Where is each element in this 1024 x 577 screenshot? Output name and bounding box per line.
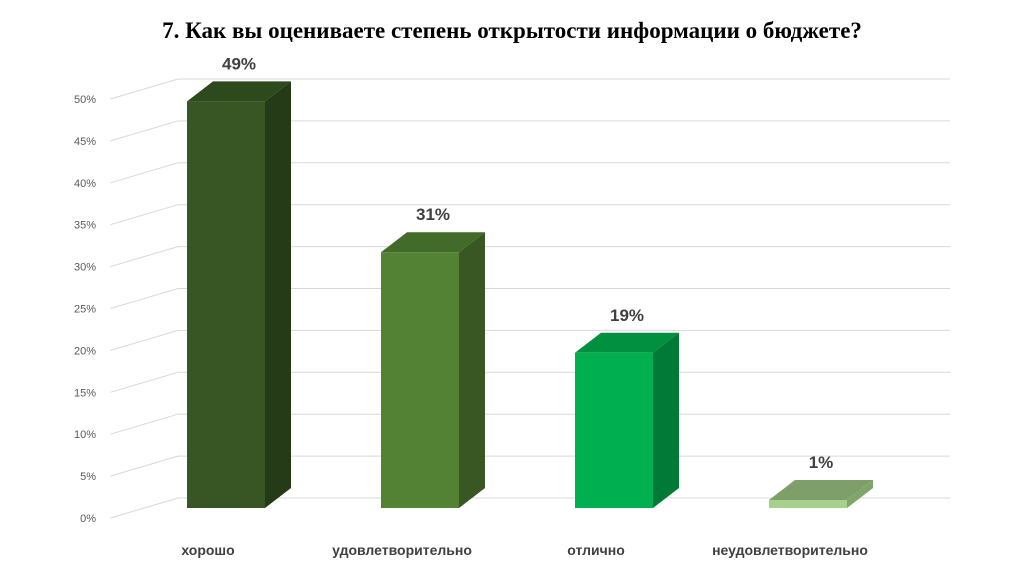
bar-front: [769, 500, 847, 508]
gridline-diagonal: [110, 371, 179, 393]
gridline-diagonal: [110, 78, 179, 100]
bar-side: [265, 81, 291, 508]
bar-front: [381, 252, 459, 508]
gridlines: [110, 78, 950, 519]
gridline-diagonal: [110, 204, 179, 226]
bar-3: [575, 332, 679, 508]
y-tick-label: 30%: [74, 262, 96, 274]
bar-front: [187, 101, 265, 508]
bar-front: [575, 352, 653, 508]
y-tick-label: 5%: [80, 471, 96, 483]
gridline-diagonal: [110, 162, 179, 184]
gridline-diagonal: [110, 120, 179, 142]
y-tick-label: 20%: [74, 345, 96, 357]
bar-top: [381, 232, 485, 253]
y-tick-label: 35%: [74, 220, 96, 232]
data-label: 19%: [610, 306, 644, 325]
y-tick-label: 15%: [74, 387, 96, 399]
chart-title: 7. Как вы оцениваете степень открытости …: [162, 18, 862, 43]
bar-1: [187, 81, 291, 508]
bar-4: [769, 480, 873, 508]
category-label: неудовлетворительно: [712, 542, 868, 558]
bar-side: [847, 480, 873, 508]
y-tick-label: 0%: [80, 513, 96, 525]
gridline-diagonal: [110, 413, 179, 435]
bar-top: [187, 81, 291, 102]
data-label: 31%: [416, 205, 450, 224]
y-tick-label: 10%: [74, 429, 96, 441]
gridline-diagonal: [110, 246, 179, 268]
gridline-diagonal: [110, 455, 179, 477]
data-label: 1%: [809, 453, 834, 472]
category-label: хорошо: [181, 542, 234, 558]
bar-top: [769, 480, 873, 500]
bars: [187, 81, 873, 508]
y-tick-label: 40%: [74, 178, 96, 190]
y-axis-ticks: 0% 5% 10% 15% 20% 25% 30% 35% 40% 45% 50%: [74, 94, 96, 525]
category-label: удовлетворительно: [332, 542, 472, 558]
gridline-diagonal: [110, 497, 179, 519]
bar-2: [381, 232, 485, 508]
y-tick-label: 45%: [74, 136, 96, 148]
bar-side: [459, 232, 485, 508]
y-tick-label: 50%: [74, 94, 96, 106]
data-label: 49%: [222, 54, 256, 73]
bar-top: [575, 332, 679, 353]
category-label: отлично: [567, 542, 625, 558]
x-axis-categories: хорошо удовлетворительно отлично неудовлетв…: [181, 542, 868, 558]
gridline-diagonal: [110, 329, 179, 351]
data-labels: 49% 31% 19% 1%: [222, 54, 833, 472]
y-tick-label: 25%: [74, 304, 96, 316]
bar-side: [653, 332, 679, 508]
gridline-diagonal: [110, 288, 179, 309]
